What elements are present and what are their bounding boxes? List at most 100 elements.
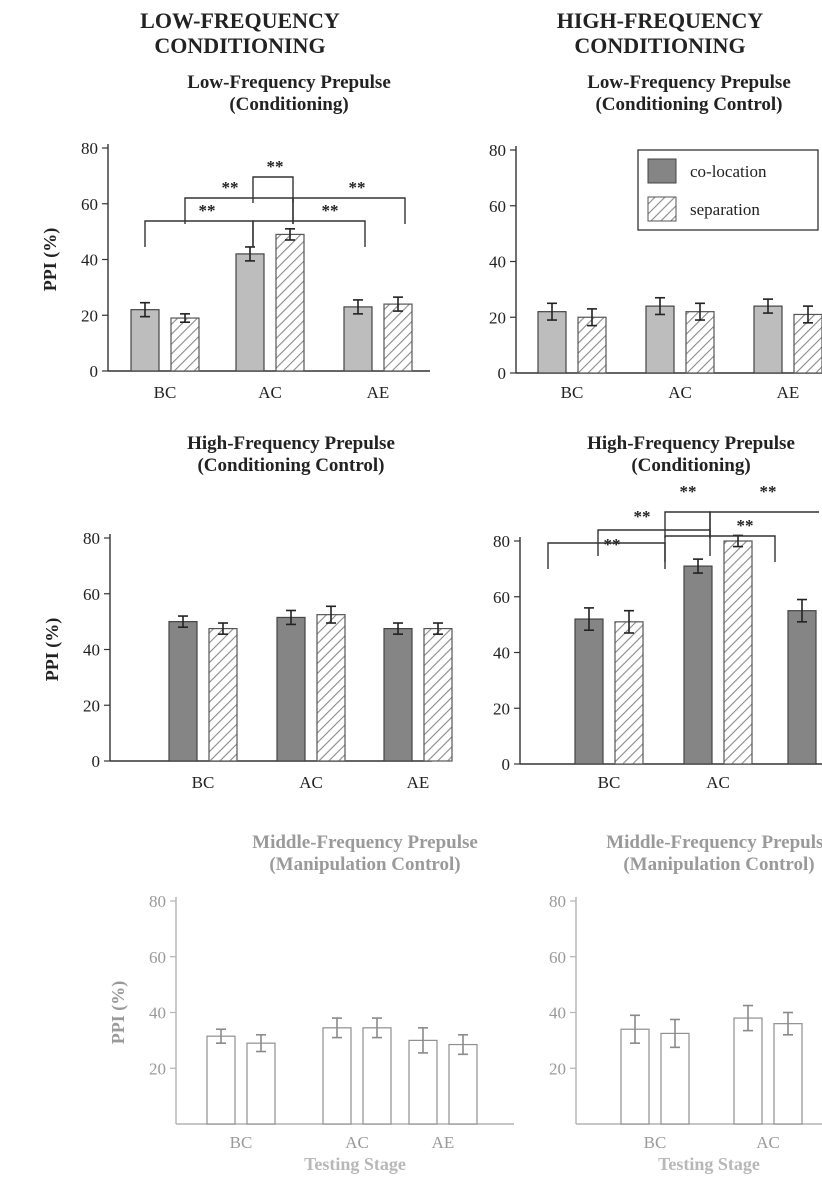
y-tick-label: 40 <box>81 251 98 270</box>
chart-panel-1: Low-Frequency Prepulse(Conditioning) 0 20 4… <box>40 72 430 402</box>
chart-panel-5: Middle-Frequency Prepulse(Manipulation C… <box>108 832 514 1174</box>
chart-subtitle: (Manipulation Control) <box>623 854 814 875</box>
y-tick-label: 80 <box>83 529 100 548</box>
bar-bc-co-location <box>131 310 159 371</box>
x-tick-label: BC <box>598 773 621 792</box>
x-tick-label: AE <box>777 383 800 402</box>
chart-subtitle: (Conditioning Control) <box>595 94 782 115</box>
x-tick-label: AC <box>668 383 692 402</box>
y-tick-label: 60 <box>493 588 510 607</box>
significance-label: ** <box>737 516 754 535</box>
legend-label-separation: separation <box>690 200 760 219</box>
y-tick-label: 20 <box>489 308 506 327</box>
x-tick-label: BC <box>230 1133 253 1152</box>
bar-bc-separation <box>209 629 237 761</box>
y-tick-label: 40 <box>83 641 100 660</box>
significance-bracket <box>253 221 365 247</box>
y-tick-label: 0 <box>92 752 101 771</box>
chart-panel-2: Low-Frequency Prepulse(Conditioning Cont… <box>489 72 822 402</box>
bar-ac-co-location <box>236 254 264 371</box>
legend-swatch-co-location <box>648 159 676 183</box>
x-tick-label: AC <box>706 773 730 792</box>
y-tick-label: 0 <box>498 364 507 383</box>
bar-ae-co-location <box>788 611 816 764</box>
y-tick-label: 40 <box>549 1004 566 1023</box>
significance-label: ** <box>634 507 651 526</box>
bar-ac-co-location <box>646 306 674 373</box>
chart-subtitle: (Conditioning Control) <box>197 455 384 476</box>
bar-bc-co-location <box>169 622 197 761</box>
significance-label: ** <box>604 535 621 554</box>
chart-subtitle: (Conditioning) <box>229 94 348 115</box>
y-tick-label: 20 <box>83 696 100 715</box>
y-tick-label: 80 <box>493 532 510 551</box>
bar-ae-separation <box>449 1045 477 1124</box>
y-tick-label: 0 <box>90 362 99 381</box>
significance-bracket <box>665 512 710 538</box>
x-tick-label: BC <box>154 383 177 402</box>
y-tick-label: 0 <box>502 755 511 774</box>
bar-ae-separation <box>424 629 452 761</box>
bar-ac-separation <box>276 234 304 371</box>
significance-label: ** <box>322 201 339 220</box>
bar-bc-co-location <box>207 1036 235 1124</box>
bar-bc-separation <box>171 318 199 371</box>
chart-panel-3: High-Frequency Prepulse(Conditioning Con… <box>42 433 452 792</box>
x-tick-label: BC <box>644 1133 667 1152</box>
chart-title: Low-Frequency Prepulse <box>187 72 391 93</box>
x-axis-label: Testing Stage <box>658 1154 760 1174</box>
significance-label: ** <box>222 178 239 197</box>
bar-ac-co-location <box>684 566 712 764</box>
significance-bracket <box>253 177 293 203</box>
significance-label: ** <box>349 178 366 197</box>
y-tick-label: 60 <box>489 197 506 216</box>
bar-ae-co-location <box>384 629 412 761</box>
x-tick-label: AC <box>299 773 323 792</box>
bar-ac-separation <box>363 1028 391 1124</box>
bar-ac-co-location <box>323 1028 351 1124</box>
bar-ac-co-location <box>734 1018 762 1124</box>
x-axis-label: Testing Stage <box>304 1154 406 1174</box>
bar-ae-separation <box>384 304 412 371</box>
chart-title: Low-Frequency Prepulse <box>587 72 791 93</box>
significance-label: ** <box>760 482 777 501</box>
y-tick-label: 60 <box>83 585 100 604</box>
bar-ac-separation <box>686 312 714 373</box>
chart-title: Middle-Frequency Prepulse <box>606 832 822 853</box>
x-tick-label: BC <box>192 773 215 792</box>
significance-bracket <box>710 512 819 538</box>
chart-title: Middle-Frequency Prepulse <box>252 832 478 853</box>
y-tick-label: 20 <box>549 1059 566 1078</box>
legend-swatch-separation <box>648 197 676 221</box>
y-tick-label: 20 <box>81 306 98 325</box>
bar-ac-separation <box>774 1024 802 1124</box>
y-tick-label: 20 <box>493 699 510 718</box>
significance-bracket <box>665 536 775 562</box>
y-tick-label: 80 <box>489 141 506 160</box>
x-tick-label: BC <box>561 383 584 402</box>
y-tick-label: 60 <box>81 195 98 214</box>
y-tick-label: 40 <box>493 644 510 663</box>
bar-bc-separation <box>615 622 643 764</box>
chart-panel-6: Middle-Frequency Prepulse(Manipulation C… <box>549 832 822 1174</box>
chart-subtitle: (Conditioning) <box>631 455 750 476</box>
y-tick-label: 80 <box>549 892 566 911</box>
significance-bracket <box>145 221 253 247</box>
x-tick-label: AE <box>407 773 430 792</box>
y-tick-label: 40 <box>149 1004 166 1023</box>
y-axis-label: PPI (%) <box>108 981 129 1044</box>
x-tick-label: AC <box>345 1133 369 1152</box>
y-tick-label: 40 <box>489 253 506 272</box>
significance-label: ** <box>199 201 216 220</box>
x-tick-label: AE <box>367 383 390 402</box>
legend-label-co-location: co-location <box>690 162 767 181</box>
x-tick-label: AC <box>756 1133 780 1152</box>
chart-title: High-Frequency Prepulse <box>187 433 395 454</box>
y-tick-label: 20 <box>149 1059 166 1078</box>
x-tick-label: AE <box>432 1133 455 1152</box>
chart-panel-4: High-Frequency Prepulse(Conditioning)020… <box>493 433 822 792</box>
y-axis-label: PPI (%) <box>42 618 63 681</box>
y-tick-label: 80 <box>81 139 98 158</box>
bar-ae-co-location <box>754 306 782 373</box>
significance-bracket <box>293 198 405 224</box>
